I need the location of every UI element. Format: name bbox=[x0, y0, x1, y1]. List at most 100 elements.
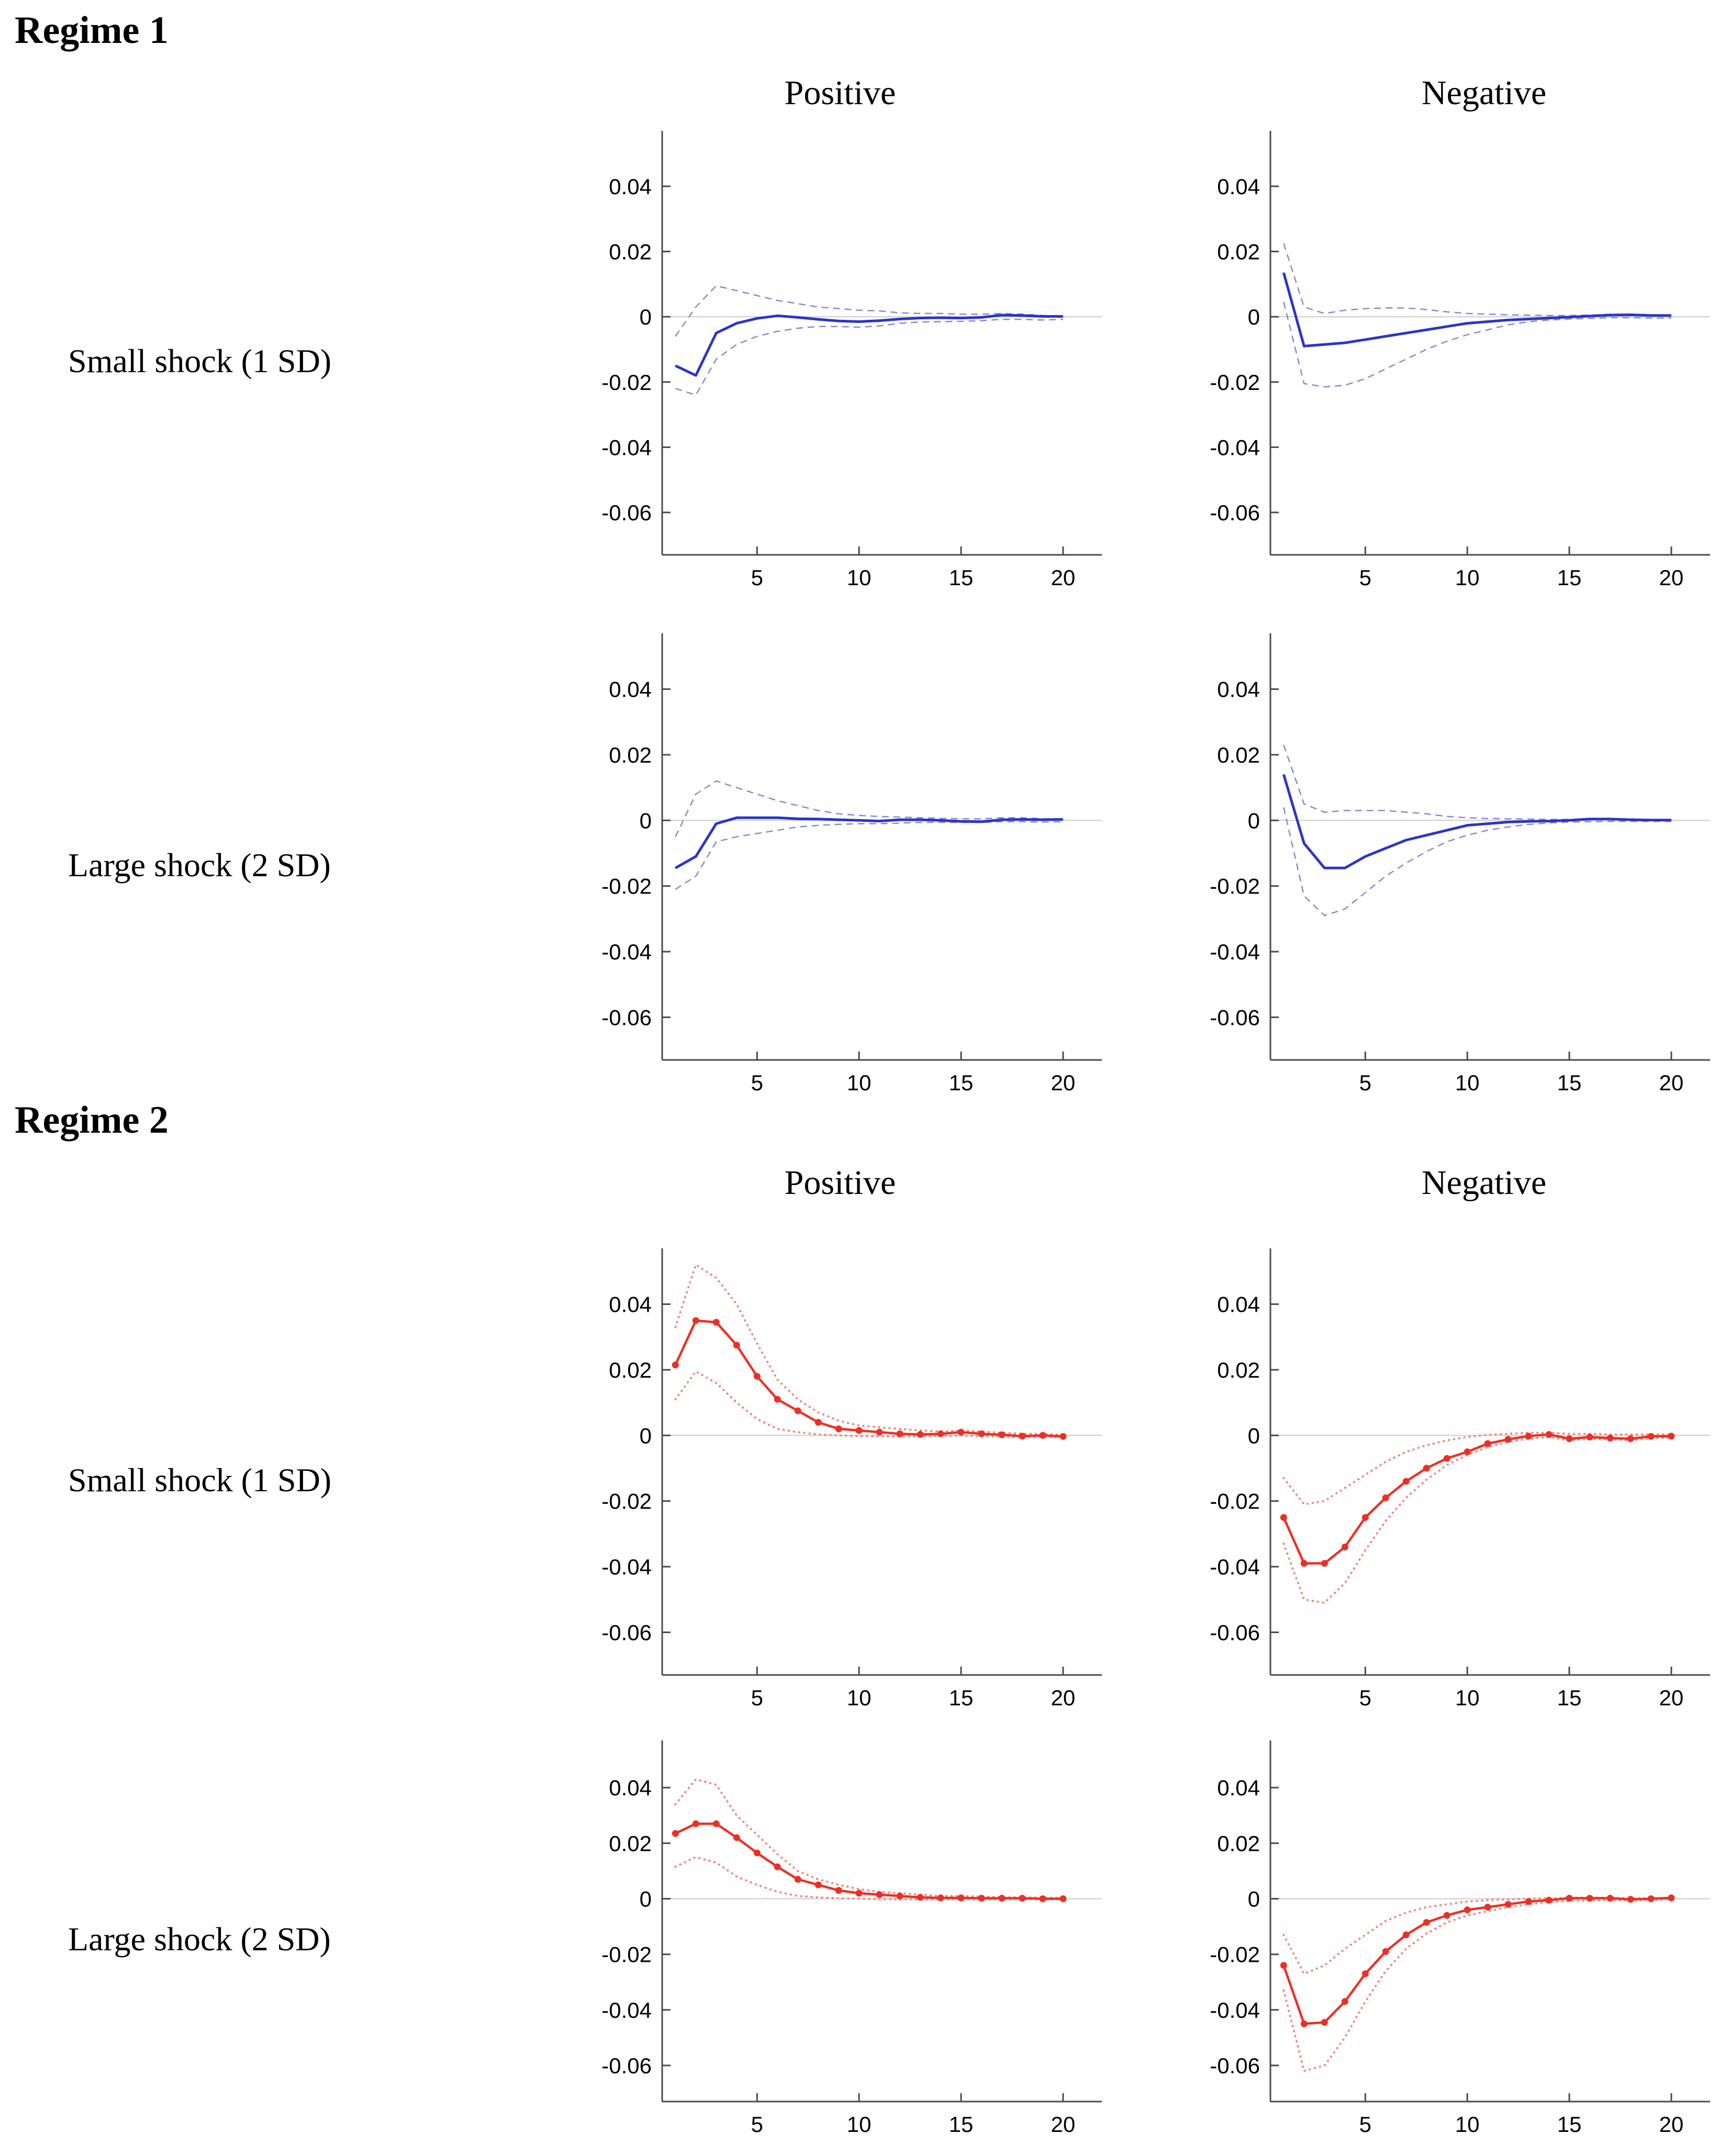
svg-text:0.04: 0.04 bbox=[609, 1775, 652, 1800]
chart-regime2-negative-large: 0.04 0.02 0 -0.02 -0.04 -0.06 5 10 15 20 bbox=[1174, 1727, 1723, 2151]
svg-text:-0.02: -0.02 bbox=[601, 874, 652, 899]
svg-text:-0.02: -0.02 bbox=[1210, 1942, 1260, 1967]
svg-text:-0.06: -0.06 bbox=[1210, 2053, 1260, 2078]
svg-text:-0.02: -0.02 bbox=[601, 1489, 652, 1514]
irf-plot-regime1-small-negative: 0.04 0.02 0 -0.02 -0.04 -0.06 5 10 15 20 bbox=[1210, 131, 1710, 590]
svg-text:-0.06: -0.06 bbox=[601, 1006, 652, 1030]
svg-text:0: 0 bbox=[1248, 1887, 1260, 1912]
svg-text:10: 10 bbox=[847, 1070, 872, 1095]
svg-text:-0.02: -0.02 bbox=[1210, 370, 1260, 395]
svg-text:5: 5 bbox=[1359, 2112, 1371, 2137]
chart-regime1-negative-small: 0.04 0.02 0 -0.02 -0.04 -0.06 5 10 15 20 bbox=[1174, 118, 1723, 605]
svg-text:15: 15 bbox=[1557, 1685, 1582, 1710]
svg-text:10: 10 bbox=[847, 2112, 872, 2137]
svg-text:0: 0 bbox=[640, 1887, 652, 1912]
chart-regime2-positive-large: 0.04 0.02 0 -0.02 -0.04 -0.06 5 10 15 20 bbox=[565, 1727, 1115, 2151]
irf-plot-regime1-large-negative: 0.04 0.02 0 -0.02 -0.04 -0.06 5 10 15 20 bbox=[1210, 633, 1710, 1095]
irf-plot-regime2-large-positive: 0.04 0.02 0 -0.02 -0.04 -0.06 5 10 15 20 bbox=[601, 1740, 1102, 2137]
svg-text:0: 0 bbox=[640, 305, 652, 329]
svg-text:0.02: 0.02 bbox=[609, 1358, 652, 1382]
svg-text:0.04: 0.04 bbox=[609, 174, 652, 199]
svg-text:0.02: 0.02 bbox=[1217, 743, 1260, 767]
svg-text:-0.04: -0.04 bbox=[601, 435, 652, 460]
svg-text:-0.04: -0.04 bbox=[1210, 435, 1260, 460]
svg-text:10: 10 bbox=[1455, 2112, 1480, 2137]
svg-text:20: 20 bbox=[1051, 1070, 1076, 1095]
svg-text:0.02: 0.02 bbox=[609, 743, 652, 767]
svg-text:-0.04: -0.04 bbox=[601, 1555, 652, 1579]
regime-1-large-shock-row-label: Large shock (2 SD) bbox=[68, 846, 331, 884]
svg-text:0.02: 0.02 bbox=[1217, 1358, 1260, 1382]
svg-text:15: 15 bbox=[949, 2112, 974, 2137]
svg-text:-0.02: -0.02 bbox=[601, 1942, 652, 1967]
svg-text:0.04: 0.04 bbox=[1217, 1292, 1260, 1317]
svg-text:0.02: 0.02 bbox=[1217, 1831, 1260, 1856]
svg-text:-0.04: -0.04 bbox=[1210, 1555, 1260, 1579]
svg-text:-0.06: -0.06 bbox=[1210, 1621, 1260, 1645]
svg-text:5: 5 bbox=[751, 565, 763, 590]
svg-text:10: 10 bbox=[1455, 1685, 1480, 1710]
regime-1-heading: Regime 1 bbox=[15, 9, 169, 52]
regime-1-small-shock-row-label: Small shock (1 SD) bbox=[68, 342, 332, 379]
svg-text:0: 0 bbox=[1248, 305, 1260, 329]
svg-text:5: 5 bbox=[751, 1685, 763, 1710]
svg-text:5: 5 bbox=[1359, 565, 1371, 590]
svg-text:-0.02: -0.02 bbox=[1210, 874, 1260, 899]
svg-text:20: 20 bbox=[1051, 1685, 1076, 1710]
regime-2-large-shock-row-label: Large shock (2 SD) bbox=[68, 1920, 331, 1958]
svg-text:0.02: 0.02 bbox=[609, 240, 652, 264]
svg-text:20: 20 bbox=[1051, 565, 1076, 590]
svg-text:20: 20 bbox=[1051, 2112, 1076, 2137]
regime-2-negative-column-header: Negative bbox=[1421, 1164, 1547, 1202]
svg-text:5: 5 bbox=[1359, 1070, 1371, 1095]
chart-regime1-negative-large: 0.04 0.02 0 -0.02 -0.04 -0.06 5 10 15 20 bbox=[1174, 620, 1723, 1110]
svg-text:15: 15 bbox=[949, 565, 974, 590]
regime-1-positive-column-header: Positive bbox=[784, 74, 896, 112]
svg-text:5: 5 bbox=[751, 1070, 763, 1095]
svg-text:0.02: 0.02 bbox=[1217, 240, 1260, 264]
svg-text:20: 20 bbox=[1659, 565, 1684, 590]
svg-text:0.04: 0.04 bbox=[1217, 677, 1260, 702]
svg-text:0.04: 0.04 bbox=[1217, 174, 1260, 199]
svg-text:15: 15 bbox=[1557, 1070, 1582, 1095]
svg-text:-0.04: -0.04 bbox=[1210, 940, 1260, 964]
svg-text:0: 0 bbox=[1248, 1423, 1260, 1448]
svg-text:0.04: 0.04 bbox=[1217, 1775, 1260, 1800]
svg-text:-0.02: -0.02 bbox=[601, 370, 652, 395]
svg-text:10: 10 bbox=[847, 1685, 872, 1710]
irf-plot-regime2-large-negative: 0.04 0.02 0 -0.02 -0.04 -0.06 5 10 15 20 bbox=[1210, 1740, 1710, 2137]
svg-text:0: 0 bbox=[1248, 808, 1260, 833]
regime-2-heading: Regime 2 bbox=[15, 1099, 169, 1142]
svg-text:-0.04: -0.04 bbox=[601, 1998, 652, 2023]
svg-text:0.04: 0.04 bbox=[609, 677, 652, 702]
svg-text:-0.02: -0.02 bbox=[1210, 1489, 1260, 1514]
chart-regime1-positive-small: 0.04 0.02 0 -0.02 -0.04 -0.06 5 10 15 20 bbox=[565, 118, 1115, 605]
svg-text:10: 10 bbox=[847, 565, 872, 590]
svg-text:20: 20 bbox=[1659, 2112, 1684, 2137]
chart-regime2-negative-small: 0.04 0.02 0 -0.02 -0.04 -0.06 5 10 15 20 bbox=[1174, 1235, 1723, 1725]
svg-text:10: 10 bbox=[1455, 565, 1480, 590]
svg-text:0.02: 0.02 bbox=[609, 1831, 652, 1856]
svg-text:5: 5 bbox=[751, 2112, 763, 2137]
chart-regime2-positive-small: 0.04 0.02 0 -0.02 -0.04 -0.06 5 10 15 20 bbox=[565, 1235, 1115, 1725]
svg-text:-0.06: -0.06 bbox=[1210, 1006, 1260, 1030]
regime-2-small-shock-row-label: Small shock (1 SD) bbox=[68, 1461, 332, 1499]
irf-plot-regime2-small-positive: 0.04 0.02 0 -0.02 -0.04 -0.06 5 10 15 20 bbox=[601, 1248, 1102, 1710]
svg-text:-0.06: -0.06 bbox=[601, 1621, 652, 1645]
chart-regime1-positive-large: 0.04 0.02 0 -0.02 -0.04 -0.06 5 10 15 20 bbox=[565, 620, 1115, 1110]
svg-text:10: 10 bbox=[1455, 1070, 1480, 1095]
irf-plot-regime2-small-negative: 0.04 0.02 0 -0.02 -0.04 -0.06 5 10 15 20 bbox=[1210, 1248, 1710, 1710]
svg-text:-0.06: -0.06 bbox=[601, 500, 652, 525]
irf-plot-regime1-large-positive: 0.04 0.02 0 -0.02 -0.04 -0.06 5 10 15 20 bbox=[601, 633, 1102, 1095]
svg-text:20: 20 bbox=[1659, 1685, 1684, 1710]
svg-text:5: 5 bbox=[1359, 1685, 1371, 1710]
svg-text:15: 15 bbox=[1557, 2112, 1582, 2137]
svg-text:-0.04: -0.04 bbox=[1210, 1998, 1260, 2023]
svg-text:0: 0 bbox=[640, 1423, 652, 1448]
svg-text:20: 20 bbox=[1659, 1070, 1684, 1095]
svg-text:0: 0 bbox=[640, 808, 652, 833]
svg-text:-0.06: -0.06 bbox=[1210, 500, 1260, 525]
svg-text:15: 15 bbox=[949, 1070, 974, 1095]
svg-text:-0.04: -0.04 bbox=[601, 940, 652, 964]
